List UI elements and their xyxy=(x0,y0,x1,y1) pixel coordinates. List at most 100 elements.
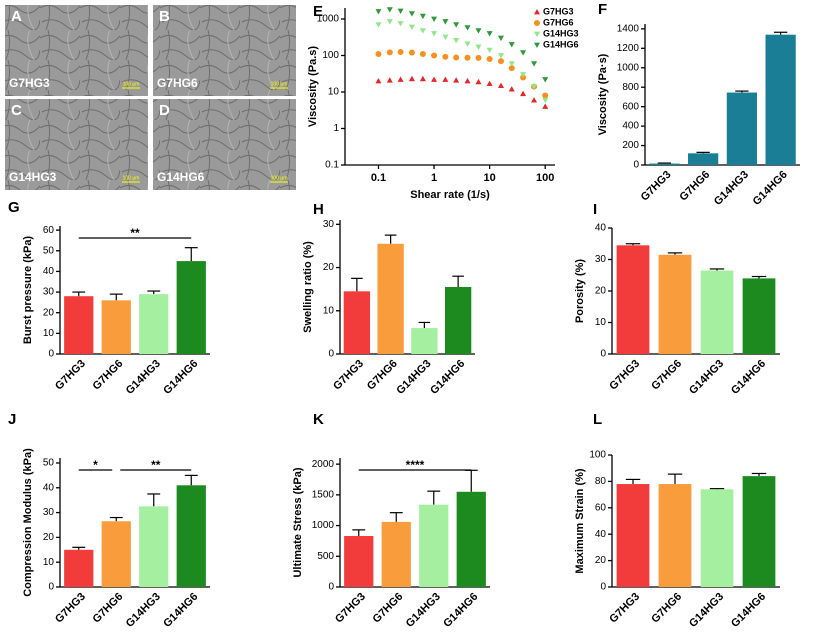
marker xyxy=(464,78,471,84)
marker xyxy=(520,90,527,97)
marker xyxy=(508,61,515,67)
y-axis-label: Swelling ratio (%) xyxy=(302,241,314,333)
y-tick-label: 10 xyxy=(43,328,55,339)
y-tick-label: 1 xyxy=(333,123,339,134)
bar xyxy=(649,163,680,165)
y-tick-label: 20 xyxy=(43,307,55,318)
x-tick-label: G7HG3 xyxy=(333,591,368,626)
marker xyxy=(497,58,504,65)
marker xyxy=(408,24,415,31)
marker xyxy=(453,37,460,44)
y-tick-label: 50 xyxy=(43,458,55,469)
x-tick-label: G14HG3 xyxy=(124,358,163,397)
y-tick-label: 0 xyxy=(328,582,334,593)
marker xyxy=(453,22,460,28)
y-tick-label: 0 xyxy=(600,349,606,360)
y-axis-label: Ultimate Stress (kPa) xyxy=(292,467,304,577)
y-tick-label: 10 xyxy=(323,305,335,316)
marker xyxy=(408,11,415,17)
x-tick-label: G7HG6 xyxy=(91,358,126,393)
legend-label: G7HG6 xyxy=(543,17,574,27)
marker xyxy=(486,80,493,86)
panel-letter: H xyxy=(313,201,324,218)
y-axis-label: Maximum Strain (%) xyxy=(574,468,586,573)
bar xyxy=(726,92,757,165)
y-tick-label: 0.1 xyxy=(325,160,339,171)
marker xyxy=(486,47,493,54)
marker xyxy=(475,28,482,34)
y-tick-label: 30 xyxy=(43,507,55,518)
scale-label: 100 μm xyxy=(271,175,288,181)
x-tick-label: G7HG3 xyxy=(639,169,674,204)
y-tick-label: 30 xyxy=(323,219,335,230)
bar xyxy=(343,291,371,354)
y-tick-label: 60 xyxy=(43,225,55,236)
marker xyxy=(386,77,393,83)
marker xyxy=(534,31,540,37)
marker xyxy=(464,25,471,31)
bar xyxy=(377,243,404,354)
image-label: G7HG6 xyxy=(157,76,198,90)
y-tick-label: 800 xyxy=(622,82,639,93)
y-tick-label: 40 xyxy=(43,266,55,277)
y-tick-label: 50 xyxy=(43,245,55,256)
y-tick-label: 40 xyxy=(43,482,55,493)
y-tick-label: 20 xyxy=(323,262,335,273)
panel-letter: F xyxy=(598,1,607,18)
marker xyxy=(386,7,393,13)
x-tick-label: 0.1 xyxy=(371,172,386,184)
x-tick-label: G14HG6 xyxy=(428,358,467,397)
bar xyxy=(616,484,650,587)
marker xyxy=(397,21,404,27)
marker xyxy=(542,97,549,104)
marker xyxy=(408,75,415,82)
marker xyxy=(508,65,515,72)
y-tick-label: 100 xyxy=(322,50,339,61)
marker xyxy=(431,76,438,82)
micrograph xyxy=(153,99,296,190)
marker xyxy=(486,56,493,63)
marker xyxy=(475,78,482,85)
marker xyxy=(375,22,382,28)
y-tick-label: 0 xyxy=(48,349,54,360)
bar xyxy=(64,296,94,354)
micrograph xyxy=(153,5,296,96)
y-tick-label: 20 xyxy=(595,555,607,566)
bar xyxy=(700,270,734,354)
marker xyxy=(419,50,426,57)
x-tick-label: G14HG3 xyxy=(687,591,726,630)
panel-letter: J xyxy=(8,411,16,428)
x-tick-label: G14HG6 xyxy=(729,591,768,630)
marker xyxy=(408,49,415,56)
x-tick-label: G7HG3 xyxy=(607,358,642,393)
marker xyxy=(464,41,471,47)
y-tick-label: 100 xyxy=(589,450,606,461)
panel-letter: C xyxy=(11,102,22,119)
legend-label: G14HG3 xyxy=(543,28,579,38)
y-tick-label: 1400 xyxy=(617,24,640,35)
y-tick-label: 60 xyxy=(595,502,607,513)
bar xyxy=(444,287,472,354)
marker xyxy=(431,16,438,22)
marker xyxy=(453,54,460,61)
marker xyxy=(419,13,426,20)
y-axis-label: Viscosity (Pa·s) xyxy=(597,53,609,135)
x-tick-label: G14HG3 xyxy=(124,591,163,630)
x-tick-label: G7HG6 xyxy=(677,169,712,204)
marker xyxy=(531,61,538,67)
x-tick-label: 100 xyxy=(536,172,554,184)
bar xyxy=(658,484,692,587)
y-tick-label: 20 xyxy=(595,286,607,297)
marker xyxy=(508,86,515,92)
x-tick-label: 1 xyxy=(431,172,437,184)
marker xyxy=(542,77,549,83)
marker xyxy=(542,92,549,99)
marker xyxy=(475,54,482,61)
marker xyxy=(497,35,504,42)
marker xyxy=(508,42,515,48)
bar xyxy=(381,521,411,587)
marker xyxy=(386,49,393,56)
bar xyxy=(658,254,692,354)
marker xyxy=(497,82,504,88)
x-tick-label: G7HG6 xyxy=(371,591,406,626)
